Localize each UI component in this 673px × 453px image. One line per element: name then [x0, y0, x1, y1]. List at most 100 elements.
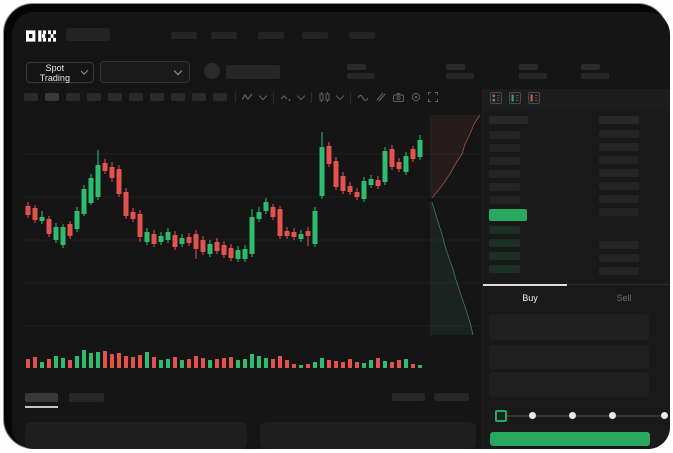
ask-amount-row[interactable] — [599, 143, 639, 151]
order-input-field[interactable] — [489, 314, 649, 340]
candlestick-chart[interactable] — [12, 12, 670, 449]
ask-amount-row[interactable] — [599, 169, 639, 177]
stat-label-placeholder — [581, 64, 600, 70]
app-window: Spot Trading — [12, 12, 670, 449]
bid-amount-row[interactable] — [599, 241, 639, 249]
timeframe-chip[interactable] — [45, 93, 59, 101]
fullscreen-icon[interactable] — [428, 92, 438, 102]
ask-amount-row[interactable] — [599, 182, 639, 190]
tablet-frame: Spot Trading — [3, 3, 670, 449]
bottom-tab-active[interactable] — [25, 393, 58, 402]
stat-value-placeholder — [446, 73, 474, 79]
bid-price-row[interactable] — [489, 226, 520, 234]
book-bids-icon[interactable] — [509, 91, 521, 109]
ask-amount-row[interactable] — [599, 208, 639, 216]
book-all-icon[interactable] — [490, 91, 502, 109]
nav-item-placeholder[interactable] — [302, 32, 328, 39]
slider-stop[interactable] — [569, 412, 576, 419]
trade-tabs: Buy Sell — [483, 284, 670, 311]
ask-price-row[interactable] — [489, 196, 520, 204]
bottom-action-placeholder[interactable] — [392, 393, 425, 401]
order-input-field[interactable] — [489, 372, 649, 397]
wave-icon[interactable] — [358, 93, 369, 101]
toolbar-divider — [273, 91, 274, 103]
ask-price-row[interactable] — [489, 157, 520, 165]
timeframe-chip[interactable] — [129, 93, 143, 101]
buy-tab-label: Buy — [522, 293, 538, 303]
tab-buy[interactable]: Buy — [483, 285, 577, 311]
chevron-down-icon — [80, 67, 89, 75]
book-asks-icon[interactable] — [528, 91, 540, 109]
stat-label-placeholder — [347, 64, 366, 70]
bottom-tab[interactable] — [69, 393, 104, 402]
ask-amount-row[interactable] — [599, 156, 639, 164]
bid-price-row[interactable] — [489, 252, 520, 260]
price-placeholder — [226, 65, 280, 79]
timeframe-chip[interactable] — [24, 93, 38, 101]
settings-gear-icon[interactable] — [411, 92, 421, 102]
ask-amount-row[interactable] — [599, 195, 639, 203]
ask-amount-row[interactable] — [599, 130, 639, 138]
stat-value-placeholder — [347, 73, 375, 79]
active-tab-indicator — [483, 284, 567, 286]
okx-logo[interactable] — [26, 29, 56, 48]
bid-amount-row[interactable] — [599, 267, 639, 275]
orderbook-panel: Buy Sell — [482, 89, 670, 449]
timeframe-chip[interactable] — [171, 93, 185, 101]
market-type-selector[interactable]: Spot Trading — [26, 62, 94, 83]
timeframe-chip[interactable] — [150, 93, 164, 101]
ask-price-row[interactable] — [489, 170, 520, 178]
slider-stop[interactable] — [661, 412, 668, 419]
ask-price-row[interactable] — [489, 144, 520, 152]
slider-stop[interactable] — [529, 412, 536, 419]
last-price-highlight — [489, 209, 527, 221]
timeframe-chip[interactable] — [192, 93, 206, 101]
ticker-placeholder — [66, 28, 110, 41]
timeframe-chip[interactable] — [213, 93, 227, 101]
order-history-panel — [260, 422, 476, 449]
tab-sell[interactable]: Sell — [577, 285, 670, 311]
bottom-action-placeholder[interactable] — [434, 393, 469, 401]
bottom-tab-underline — [25, 406, 58, 408]
order-input-field[interactable] — [489, 345, 649, 369]
camera-icon[interactable] — [393, 92, 404, 102]
market-type-label: Spot Trading — [39, 62, 70, 83]
buy-submit-button[interactable] — [490, 432, 650, 446]
toolbar-divider — [311, 91, 312, 103]
chevron-down-icon[interactable] — [258, 91, 268, 100]
timeframe-chip[interactable] — [66, 93, 80, 101]
dot-indicator-icon[interactable] — [281, 93, 291, 102]
compare-lines-icon[interactable] — [376, 92, 386, 102]
amount-slider[interactable] — [495, 410, 668, 422]
chevron-down-icon[interactable] — [335, 91, 345, 100]
pair-dropdown[interactable] — [100, 61, 190, 83]
nav-item-placeholder[interactable] — [211, 32, 237, 39]
bid-price-row[interactable] — [489, 239, 520, 247]
coin-avatar — [204, 63, 220, 79]
candle-style-icon[interactable] — [319, 92, 330, 102]
stat-label-placeholder — [446, 64, 465, 70]
slider-stop[interactable] — [609, 412, 616, 419]
chevron-down-icon — [173, 66, 183, 75]
nav-item-placeholder[interactable] — [258, 32, 284, 39]
stat-value-placeholder — [519, 73, 547, 79]
toolbar-divider — [350, 91, 351, 103]
book-col-header — [599, 116, 639, 124]
timeframe-chip[interactable] — [87, 93, 101, 101]
stat-value-placeholder — [581, 73, 609, 79]
nav-item-placeholder[interactable] — [171, 32, 197, 39]
chart-tools — [242, 91, 438, 103]
bid-amount-row[interactable] — [599, 254, 639, 262]
chevron-down-icon[interactable] — [296, 91, 306, 100]
sell-tab-label: Sell — [616, 293, 632, 303]
book-col-header — [489, 116, 528, 124]
nav-item-placeholder[interactable] — [349, 32, 375, 39]
slider-stop[interactable] — [495, 410, 507, 422]
timeframe-chip[interactable] — [108, 93, 122, 101]
bid-price-row[interactable] — [489, 265, 520, 273]
ask-price-row[interactable] — [489, 183, 520, 191]
ask-price-row[interactable] — [489, 131, 520, 139]
stat-label-placeholder — [519, 64, 538, 70]
orderbook-view-switcher — [483, 89, 670, 111]
zigzag-indicator-icon[interactable] — [242, 93, 253, 102]
